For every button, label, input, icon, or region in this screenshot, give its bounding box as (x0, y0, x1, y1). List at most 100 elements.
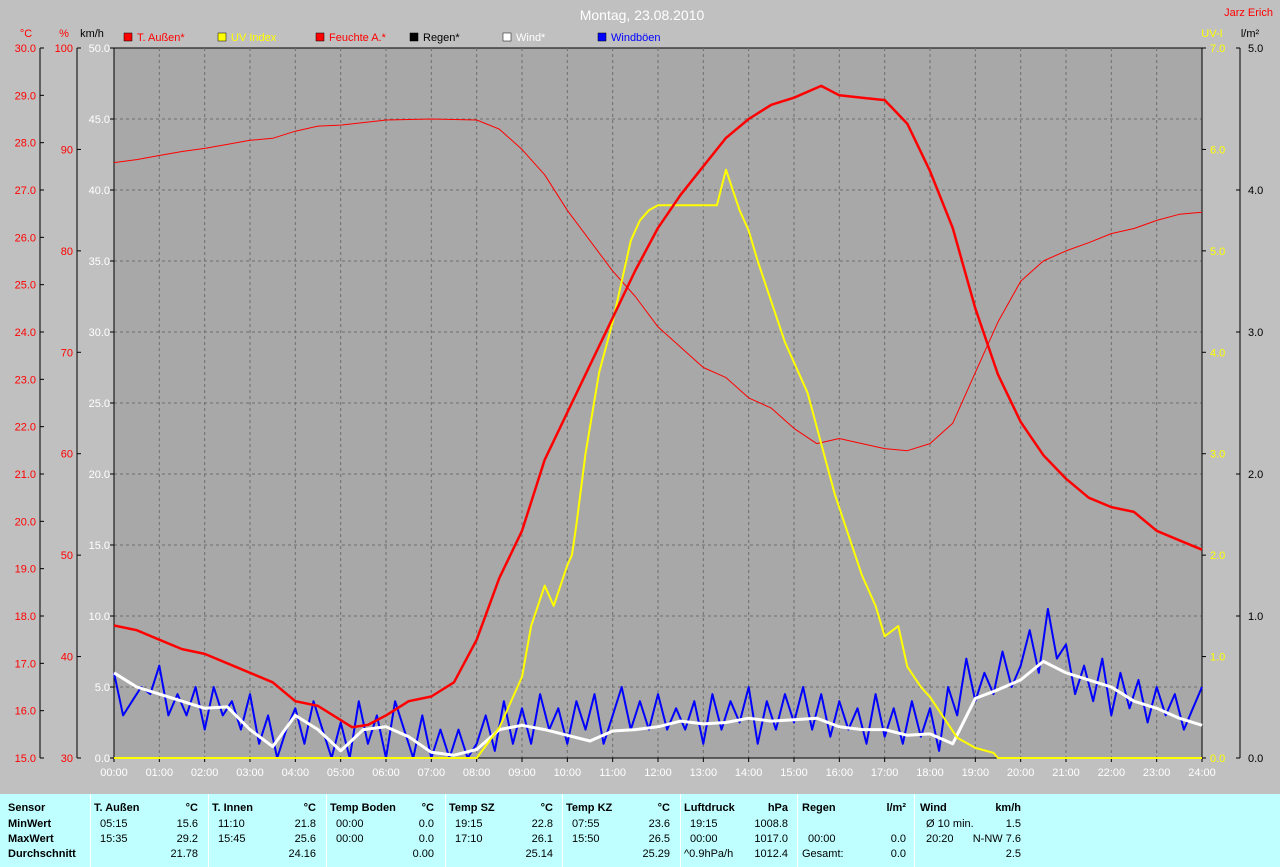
stats-sensor-header: Sensor (8, 802, 46, 814)
axis-tick-label: 23.0 (15, 374, 36, 386)
temp-unit: °C (20, 28, 32, 40)
wind-line (113, 659, 1203, 757)
stats-max-value: 26.5 (648, 833, 670, 845)
axis-tick-label: 0.0 (1248, 753, 1263, 765)
weather-chart: 00:00 01:00 02:00 03:00 04:00 05:00 06:00 07:00… (15, 7, 1273, 779)
x-tick-label: 13:00 (690, 767, 718, 779)
stats-avg-value: 0.00 (412, 848, 434, 860)
stats-max-time: 00:00 (336, 833, 364, 845)
axis-tick-label: 7.0 (1210, 43, 1225, 55)
axis-tick-label: 1.0 (1210, 652, 1225, 664)
wind-gust-line (113, 607, 1203, 759)
stats-min-time: 05:15 (100, 818, 128, 830)
stats-avg-value: 21.78 (170, 848, 198, 860)
stats-column-unit: °C (303, 802, 316, 814)
x-tick-label: 09:00 (508, 767, 536, 779)
stats-divider (914, 794, 915, 867)
stats-wind-avg-val: 1.5 (1005, 818, 1021, 830)
wind-unit: km/h (80, 28, 104, 40)
stats-avg-value: 1012.4 (754, 848, 788, 860)
x-tick-label: 23:00 (1143, 767, 1171, 779)
axis-tick-label: 45.0 (89, 114, 110, 126)
rain-unit: l/m² (1241, 28, 1260, 40)
stats-max-time: 00:00 (690, 833, 718, 845)
axis-tick-label: 17.0 (15, 658, 36, 670)
x-tick-label: 16:00 (826, 767, 854, 779)
stats-avg-value: 25.29 (642, 848, 670, 860)
axis-tick-label: 80 (61, 246, 73, 258)
stats-sensor-col: Sensor MinWert MaxWert Durchschnitt (8, 800, 88, 864)
legend-label: Regen* (423, 32, 460, 44)
stats-regen-col: Regen l/m² 00:00 0.0 Gesamt: 0.0 (802, 800, 912, 864)
stats-regen-unit: l/m² (886, 802, 906, 814)
stats-max-time: 15:35 (100, 833, 128, 845)
legend-swatch (315, 32, 325, 42)
stats-column-title: T. Außen (94, 802, 140, 814)
axis-tick-label: 30.0 (15, 43, 36, 55)
x-tick-label: 19:00 (962, 767, 990, 779)
uv-unit: UV-I (1201, 28, 1222, 40)
axis-tick-label: 15.0 (89, 540, 110, 552)
axis-tick-label: 28.0 (15, 138, 36, 150)
axis-tick-label: 25.0 (15, 280, 36, 292)
legend-label: Windböen (611, 32, 661, 44)
legend-swatch (123, 32, 133, 42)
axis-tick-label: 27.0 (15, 185, 36, 197)
humidity-line (113, 118, 1203, 452)
axis-tick-label: 2.0 (1210, 550, 1225, 562)
axis-tick-label: 16.0 (15, 706, 36, 718)
temp-axis: 15.0 16.0 17.0 18.0 19.0 20.0 21.0 22.0 23.0 24.0… (15, 43, 44, 765)
stats-wind-max-val: N-NW 7.6 (972, 833, 1021, 845)
x-tick-label: 24:00 (1188, 767, 1216, 779)
stats-regen-total-val: 0.0 (890, 848, 906, 860)
rain-axis: 0.0 1.0 2.0 3.0 4.0 5.0 (1236, 43, 1263, 765)
stats-min-value: 23.6 (648, 818, 670, 830)
grid (114, 48, 1202, 758)
humidity-unit: % (59, 28, 69, 40)
stats-max-time: 15:45 (218, 833, 246, 845)
stats-divider (562, 794, 563, 867)
axis-tick-label: 60 (61, 449, 73, 461)
x-tick-label: 08:00 (463, 767, 491, 779)
stats-avg-value: 25.14 (525, 848, 553, 860)
stats-regen-total-label: Gesamt: (802, 848, 844, 860)
axis-tick-label: 70 (61, 347, 73, 359)
stats-column: Luftdruck hPa 19:15 1008.8 00:00 1017.0 ^0.9hP… (684, 800, 792, 864)
x-tick-label: 03:00 (236, 767, 264, 779)
x-tick-label: 05:00 (327, 767, 355, 779)
axis-tick-label: 40.0 (89, 185, 110, 197)
stats-divider (90, 794, 91, 867)
stats-row-label-min: MinWert (8, 818, 52, 830)
stats-column-title: T. Innen (212, 802, 253, 814)
stats-column: Temp SZ °C 19:15 22.8 17:10 26.1 25.14 (449, 800, 557, 864)
legend-swatch (409, 32, 419, 42)
x-tick-label: 11:00 (599, 767, 626, 779)
x-tick-label: 22:00 (1098, 767, 1126, 779)
stats-avg-value: 24.16 (288, 848, 316, 860)
stats-min-time: 19:15 (690, 818, 718, 830)
axis-tick-label: 30 (61, 753, 73, 765)
stats-column-title: Temp SZ (449, 802, 495, 814)
axis-tick-label: 35.0 (89, 256, 110, 268)
stats-column: Temp KZ °C 07:55 23.6 15:50 26.5 25.29 (566, 800, 674, 864)
legend-label: UV Index (231, 32, 277, 44)
stats-divider (208, 794, 209, 867)
axis-tick-label: 21.0 (15, 469, 36, 481)
chart-title: Montag, 23.08.2010 (580, 7, 705, 23)
x-tick-label: 06:00 (372, 767, 400, 779)
stats-wind-unit: km/h (995, 802, 1021, 814)
stats-max-value: 1017.0 (754, 833, 788, 845)
x-tick-label: 20:00 (1007, 767, 1035, 779)
axis-tick-label: 20.0 (89, 469, 110, 481)
legend: T. Außen* UV Index Feuchte A.* Regen* Wind* W… (123, 32, 661, 44)
stats-row-label-max: MaxWert (8, 833, 54, 845)
axis-tick-label: 2.0 (1248, 469, 1263, 481)
axis-tick-label: 18.0 (15, 611, 36, 623)
stats-max-value: 0.0 (418, 833, 434, 845)
stats-divider (326, 794, 327, 867)
stats-divider (680, 794, 681, 867)
legend-swatch (597, 32, 607, 42)
axis-tick-label: 50.0 (89, 43, 110, 55)
axis-tick-label: 4.0 (1248, 185, 1263, 197)
wind-axis: 0.0 5.0 10.0 15.0 20.0 25.0 30.0 35.0 40.0 45.0 50… (89, 43, 115, 765)
